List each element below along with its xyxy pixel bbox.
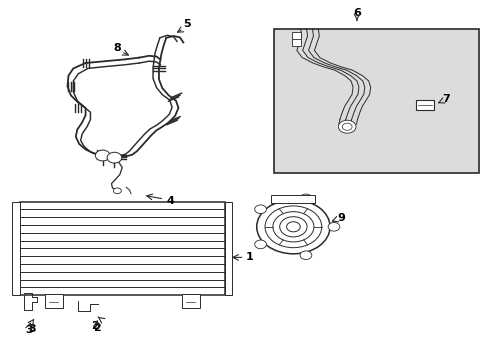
Bar [291,39,300,46]
Bar [415,100,433,110]
Text: 2: 2 [91,321,99,331]
Bar [273,29,478,173]
Text: 6: 6 [352,8,360,18]
Circle shape [254,205,266,213]
Text: 1: 1 [245,252,253,262]
Bar [20,202,224,295]
Circle shape [256,200,329,254]
Circle shape [300,251,311,260]
Circle shape [327,222,339,231]
Bar [224,202,232,295]
Text: 8: 8 [113,42,121,53]
Text: 9: 9 [337,213,345,223]
Circle shape [113,188,121,194]
Text: 5: 5 [183,19,190,30]
Text: 3: 3 [25,325,33,336]
Bar [12,202,20,295]
Circle shape [338,120,355,133]
Circle shape [107,152,122,163]
Circle shape [254,240,266,249]
Bar [182,294,199,308]
Text: 3: 3 [28,324,36,334]
Circle shape [95,150,110,161]
Text: 4: 4 [166,196,174,206]
Text: 2: 2 [93,323,101,333]
Bar [271,195,315,203]
Bar [45,294,62,308]
Text: 7: 7 [441,94,449,104]
Bar [291,32,300,40]
Circle shape [300,194,311,203]
